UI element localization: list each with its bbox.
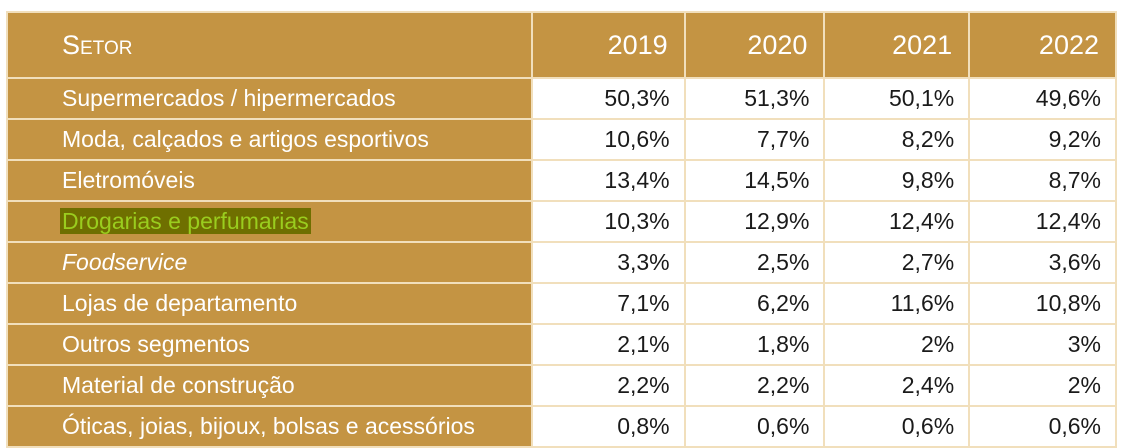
sector-label: Eletromóveis bbox=[6, 159, 533, 202]
table-row: Óticas, joias, bijoux, bolsas e acessóri… bbox=[6, 405, 1117, 448]
header-year: 2019 bbox=[530, 11, 686, 79]
value-cell: 14,5% bbox=[683, 159, 826, 202]
value-cell: 11,6% bbox=[823, 282, 971, 325]
value-cell: 7,7% bbox=[683, 118, 826, 161]
sector-text: Óticas, joias, bijoux, bolsas e acessóri… bbox=[62, 413, 475, 439]
sector-text: Eletromóveis bbox=[62, 167, 195, 193]
value-cell: 2% bbox=[823, 323, 971, 366]
value-cell: 1,8% bbox=[683, 323, 826, 366]
value-cell: 2,1% bbox=[530, 323, 686, 366]
header-row: Setor 2019 2020 2021 2022 bbox=[6, 11, 1117, 79]
value-cell: 13,4% bbox=[530, 159, 686, 202]
sector-text: Lojas de departamento bbox=[62, 290, 298, 316]
sector-label: Drogarias e perfumarias bbox=[6, 200, 533, 243]
sector-text: Material de construção bbox=[62, 372, 295, 398]
value-cell: 10,3% bbox=[530, 200, 686, 243]
value-cell: 12,4% bbox=[823, 200, 971, 243]
sector-label: Óticas, joias, bijoux, bolsas e acessóri… bbox=[6, 405, 533, 448]
table-row: Material de construção 2,2% 2,2% 2,4% 2% bbox=[6, 364, 1117, 407]
value-cell: 0,8% bbox=[530, 405, 686, 448]
sector-label: Moda, calçados e artigos esportivos bbox=[6, 118, 533, 161]
sector-share-table: Setor 2019 2020 2021 2022 Supermercados … bbox=[6, 11, 1117, 448]
value-cell: 2,5% bbox=[683, 241, 826, 284]
table-row: Moda, calçados e artigos esportivos 10,6%… bbox=[6, 118, 1117, 161]
value-cell: 0,6% bbox=[968, 405, 1117, 448]
value-cell: 12,9% bbox=[683, 200, 826, 243]
value-cell: 6,2% bbox=[683, 282, 826, 325]
value-cell: 2,4% bbox=[823, 364, 971, 407]
header-sector: Setor bbox=[6, 11, 533, 79]
sector-label: Supermercados / hipermercados bbox=[6, 77, 533, 120]
value-cell: 50,1% bbox=[823, 77, 971, 120]
value-cell: 49,6% bbox=[968, 77, 1117, 120]
value-cell: 2,7% bbox=[823, 241, 971, 284]
header-year: 2020 bbox=[683, 11, 826, 79]
value-cell: 7,1% bbox=[530, 282, 686, 325]
header-year: 2021 bbox=[823, 11, 971, 79]
value-cell: 9,2% bbox=[968, 118, 1117, 161]
table-row: Foodservice 3,3% 2,5% 2,7% 3,6% bbox=[6, 241, 1117, 284]
value-cell: 3,3% bbox=[530, 241, 686, 284]
table-row: Outros segmentos 2,1% 1,8% 2% 3% bbox=[6, 323, 1117, 366]
value-cell: 51,3% bbox=[683, 77, 826, 120]
value-cell: 9,8% bbox=[823, 159, 971, 202]
sector-text: Foodservice bbox=[62, 249, 188, 275]
value-cell: 0,6% bbox=[683, 405, 826, 448]
sector-label: Lojas de departamento bbox=[6, 282, 533, 325]
value-cell: 2,2% bbox=[530, 364, 686, 407]
sector-label: Outros segmentos bbox=[6, 323, 533, 366]
table-row: Eletromóveis 13,4% 14,5% 9,8% 8,7% bbox=[6, 159, 1117, 202]
table-row: Drogarias e perfumarias 10,3% 12,9% 12,4% 12… bbox=[6, 200, 1117, 243]
table-row: Lojas de departamento 7,1% 6,2% 11,6% 10,8% bbox=[6, 282, 1117, 325]
highlighted-sector-text: Drogarias e perfumarias bbox=[60, 208, 311, 234]
sector-label: Foodservice bbox=[6, 241, 533, 284]
value-cell: 3,6% bbox=[968, 241, 1117, 284]
sector-text: Supermercados / hipermercados bbox=[62, 85, 396, 111]
table-row: Supermercados / hipermercados 50,3% 51,3% 5… bbox=[6, 77, 1117, 120]
value-cell: 8,2% bbox=[823, 118, 971, 161]
sector-text: Outros segmentos bbox=[62, 331, 250, 357]
value-cell: 2,2% bbox=[683, 364, 826, 407]
header-year: 2022 bbox=[968, 11, 1117, 79]
value-cell: 50,3% bbox=[530, 77, 686, 120]
value-cell: 10,6% bbox=[530, 118, 686, 161]
value-cell: 3% bbox=[968, 323, 1117, 366]
value-cell: 10,8% bbox=[968, 282, 1117, 325]
sector-text: Moda, calçados e artigos esportivos bbox=[62, 126, 429, 152]
value-cell: 0,6% bbox=[823, 405, 971, 448]
sector-label: Material de construção bbox=[6, 364, 533, 407]
value-cell: 8,7% bbox=[968, 159, 1117, 202]
value-cell: 2% bbox=[968, 364, 1117, 407]
value-cell: 12,4% bbox=[968, 200, 1117, 243]
